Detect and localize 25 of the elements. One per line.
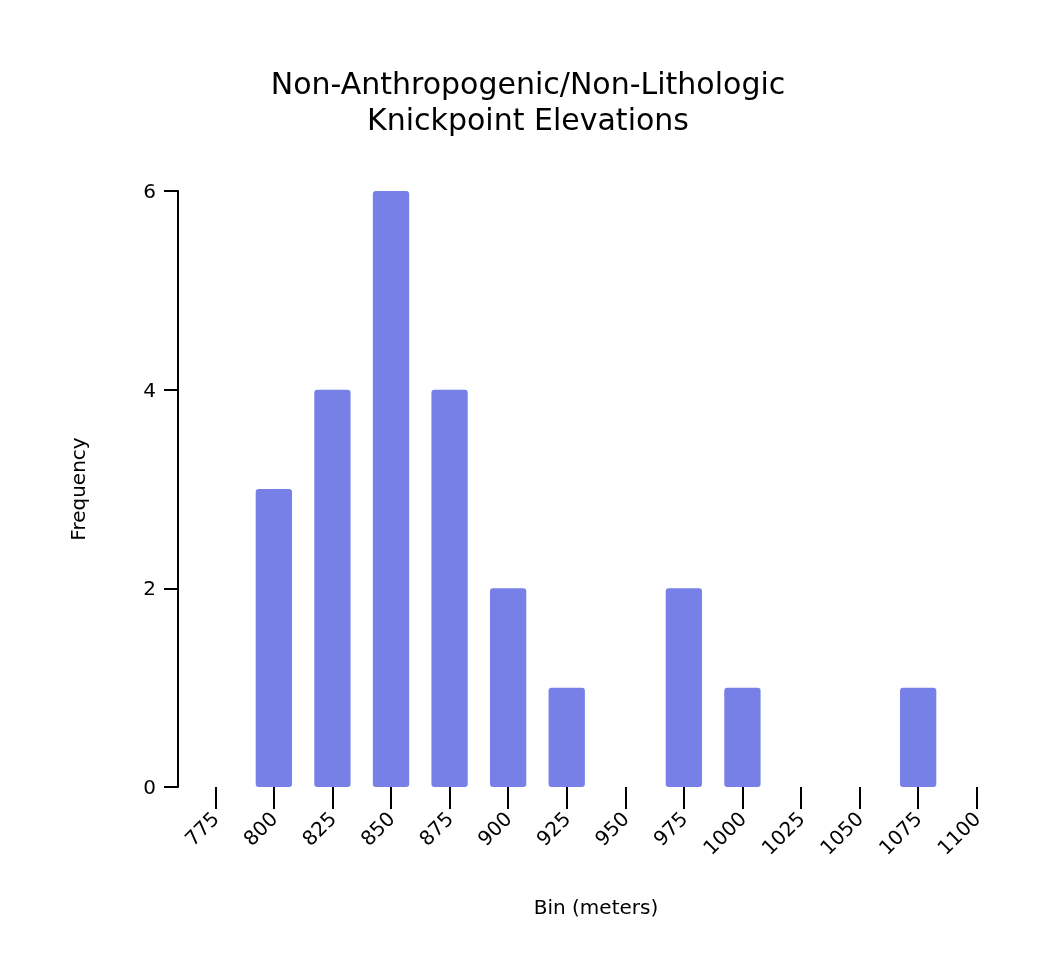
bar — [255, 489, 293, 787]
x-tick-label: 925 — [531, 806, 576, 851]
bar — [899, 687, 937, 787]
x-tick-label: 825 — [296, 806, 341, 851]
bar — [724, 687, 761, 787]
y-tick-label: 2 — [143, 576, 156, 601]
y-axis-title: Frequency — [66, 437, 90, 541]
bar — [314, 389, 351, 787]
x-tick-label: 950 — [589, 806, 634, 851]
bar — [431, 389, 468, 787]
bar — [489, 588, 527, 787]
chart-title: Non-Anthropogenic/Non-Lithologic Knickpoint Elevations — [270, 65, 786, 137]
x-tick-label: 900 — [472, 806, 517, 851]
x-tick-label: 800 — [238, 806, 283, 851]
x-tick-label: 775 — [179, 806, 224, 851]
x-axis-title: Bin (meters) — [533, 895, 659, 919]
bar — [548, 687, 585, 787]
x-tick-label: 875 — [414, 806, 459, 851]
y-tick-label: 0 — [143, 775, 156, 799]
y-tick-label: 6 — [143, 179, 156, 203]
bar — [372, 191, 410, 787]
x-tick-label: 850 — [355, 806, 400, 851]
x-tick-label: 975 — [648, 806, 693, 851]
bar — [665, 588, 703, 787]
y-tick-label: 4 — [143, 377, 156, 402]
